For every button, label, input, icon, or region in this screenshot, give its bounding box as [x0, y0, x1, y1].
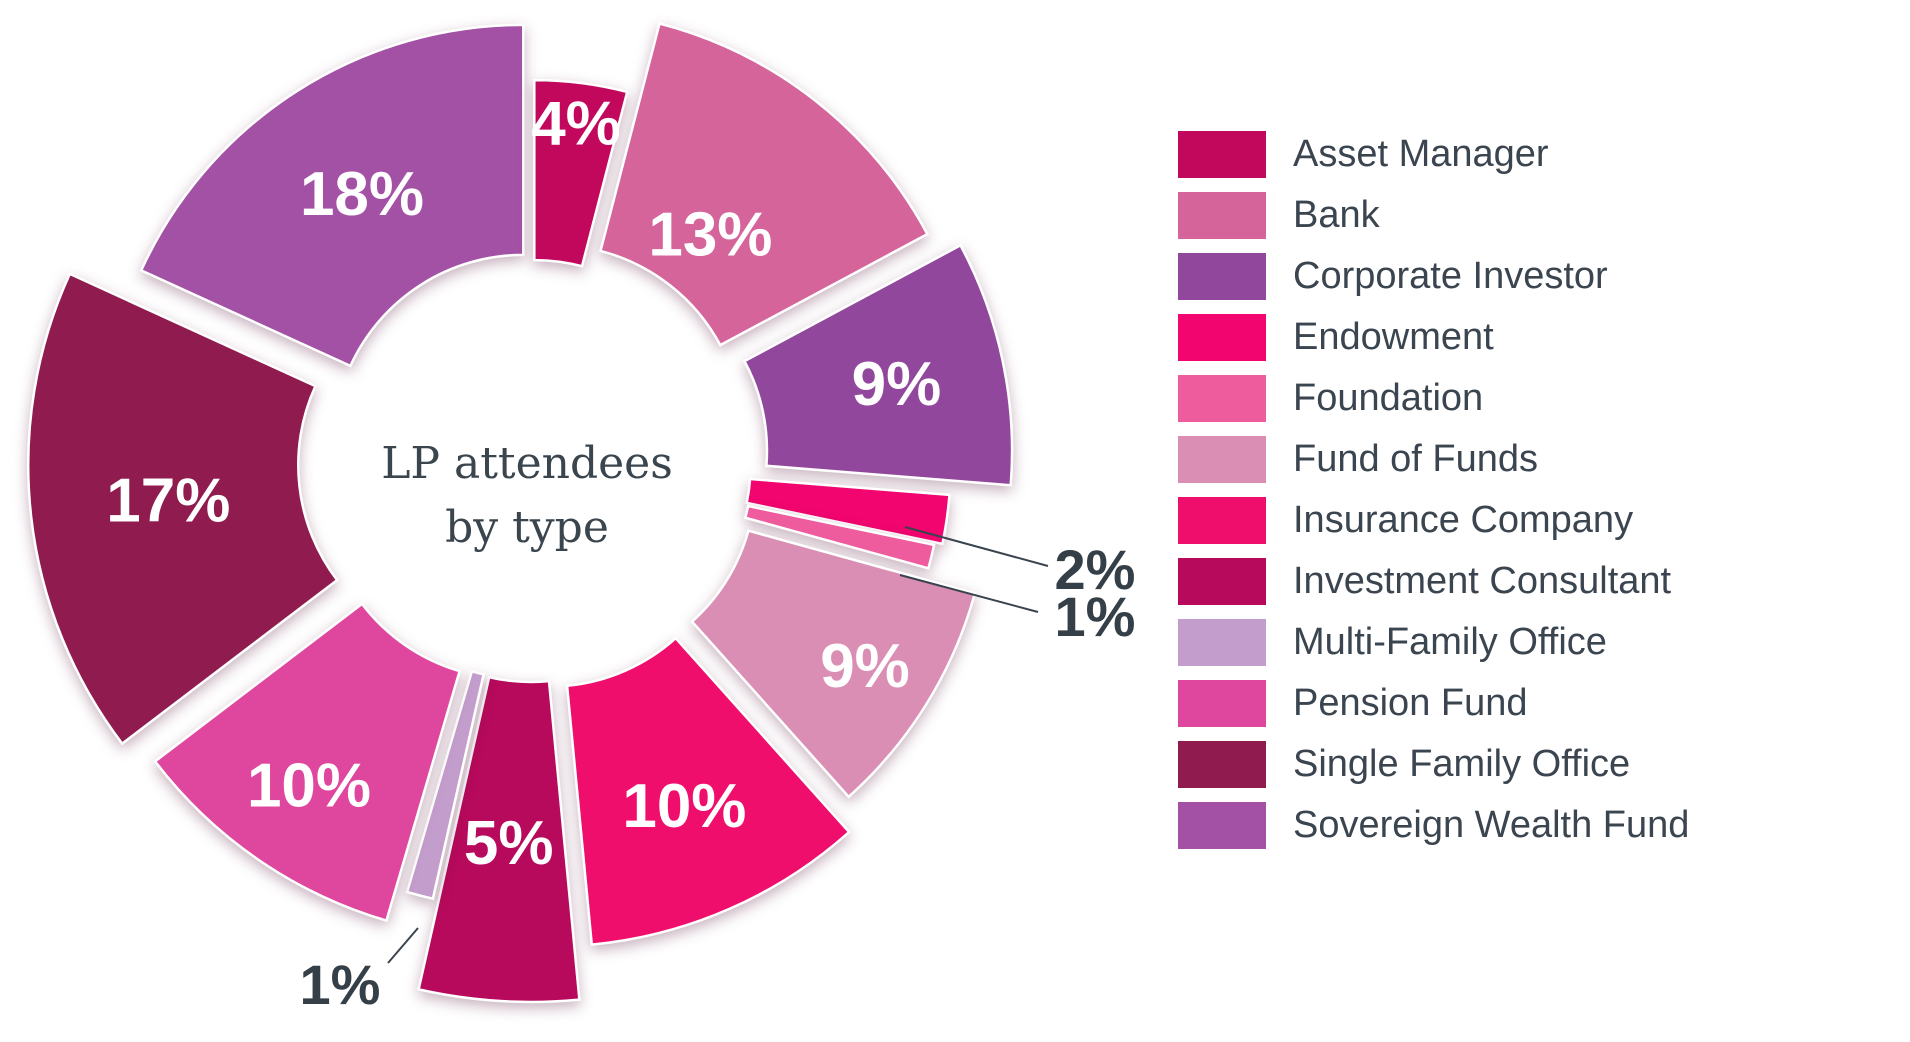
- legend-item-insurance-company: Insurance Company: [1178, 497, 1689, 544]
- chart-center-title: LP attendees by type: [327, 432, 727, 560]
- slice-value-investment-consultant: 5%: [464, 809, 554, 878]
- legend-item-pension-fund: Pension Fund: [1178, 680, 1689, 727]
- leader-line-foundation: [899, 574, 1039, 613]
- legend-swatch: [1178, 619, 1266, 666]
- slice-value-bank: 13%: [648, 200, 772, 269]
- leader-line-multi-family-office: [387, 927, 419, 964]
- legend-item-fund-of-funds: Fund of Funds: [1178, 436, 1689, 483]
- pie-slice-investment-consultant: [417, 675, 581, 1004]
- legend-swatch: [1178, 497, 1266, 544]
- legend-swatch: [1178, 741, 1266, 788]
- legend-swatch: [1178, 558, 1266, 605]
- pie-slice-single-family-office: [26, 272, 339, 746]
- legend-swatch: [1178, 375, 1266, 422]
- pie-slice-multi-family-office: [405, 669, 486, 901]
- center-title-line1: LP attendees: [381, 438, 673, 489]
- callout-value-multi-family-office: 1%: [300, 953, 381, 1016]
- legend-item-investment-consultant: Investment Consultant: [1178, 558, 1689, 605]
- legend-item-sovereign-wealth-fund: Sovereign Wealth Fund: [1178, 802, 1689, 849]
- legend-item-single-family-office: Single Family Office: [1178, 741, 1689, 788]
- legend-label: Fund of Funds: [1293, 438, 1539, 480]
- legend-label: Endowment: [1293, 316, 1494, 358]
- legend-item-asset-manager: Asset Manager: [1178, 131, 1689, 178]
- legend-label: Investment Consultant: [1293, 560, 1672, 602]
- slice-value-insurance-company: 10%: [622, 772, 746, 841]
- legend-label: Insurance Company: [1293, 499, 1634, 541]
- legend-label: Sovereign Wealth Fund: [1293, 804, 1690, 846]
- legend-swatch: [1178, 253, 1266, 300]
- legend-label: Asset Manager: [1293, 133, 1549, 175]
- pie-slice-fund-of-funds: [690, 529, 977, 799]
- legend-item-endowment: Endowment: [1178, 314, 1689, 361]
- legend-swatch: [1178, 680, 1266, 727]
- legend-label: Bank: [1293, 194, 1380, 236]
- legend-label: Multi-Family Office: [1293, 621, 1607, 663]
- legend-item-corporate-investor: Corporate Investor: [1178, 253, 1689, 300]
- legend-swatch: [1178, 131, 1266, 178]
- legend-swatch: [1178, 314, 1266, 361]
- chart-legend: Asset Manager Bank Corporate Investor Endow…: [1178, 131, 1689, 849]
- slice-value-pension-fund: 10%: [247, 751, 371, 820]
- pie-slice-sovereign-wealth-fund: [139, 23, 525, 368]
- legend-label: Single Family Office: [1293, 743, 1631, 785]
- legend-item-foundation: Foundation: [1178, 375, 1689, 422]
- slice-value-corporate-investor: 9%: [852, 350, 942, 419]
- slice-value-asset-manager: 4%: [531, 89, 621, 158]
- legend-label: Pension Fund: [1293, 682, 1528, 724]
- pie-slice-bank: [598, 21, 930, 347]
- legend-item-multi-family-office: Multi-Family Office: [1178, 619, 1689, 666]
- center-title-line2: by type: [445, 502, 609, 553]
- legend-label: Foundation: [1293, 377, 1484, 419]
- pie-slice-foundation: [743, 504, 936, 570]
- legend-swatch: [1178, 192, 1266, 239]
- legend-label: Corporate Investor: [1293, 255, 1608, 297]
- pie-slice-corporate-investor: [742, 243, 1014, 487]
- pie-slice-asset-manager: [533, 78, 629, 268]
- legend-swatch: [1178, 802, 1266, 849]
- leader-line-endowment: [904, 526, 1049, 567]
- callout-value-endowment: 2%: [1055, 538, 1136, 601]
- callout-value-foundation: 1%: [1055, 585, 1136, 648]
- pie-slice-endowment: [745, 477, 951, 546]
- legend-swatch: [1178, 436, 1266, 483]
- slice-value-sovereign-wealth-fund: 18%: [300, 160, 424, 229]
- slice-value-fund-of-funds: 9%: [820, 632, 910, 701]
- legend-item-bank: Bank: [1178, 192, 1689, 239]
- pie-slice-pension-fund: [153, 602, 462, 923]
- pie-slice-insurance-company: [565, 636, 851, 946]
- slice-value-single-family-office: 17%: [106, 467, 230, 536]
